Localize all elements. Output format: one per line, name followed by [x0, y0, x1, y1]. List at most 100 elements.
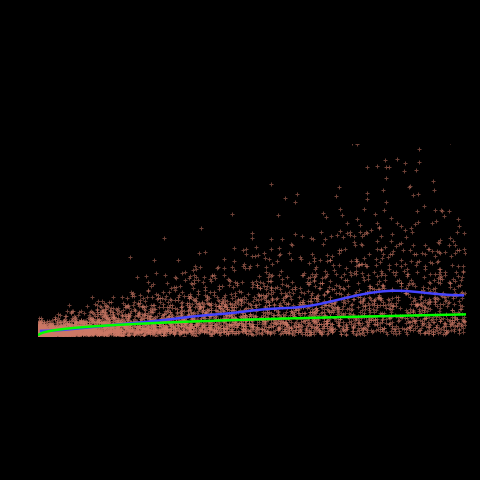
- Point: [150, 301, 158, 309]
- Point: [59, 330, 67, 338]
- Point: [271, 319, 278, 326]
- Point: [312, 294, 320, 302]
- Point: [241, 315, 249, 323]
- Point: [55, 325, 62, 333]
- Point: [40, 329, 48, 336]
- Point: [313, 292, 321, 300]
- Point: [152, 316, 160, 324]
- Point: [275, 271, 282, 278]
- Point: [282, 281, 289, 288]
- Point: [115, 323, 122, 330]
- Point: [235, 319, 242, 327]
- Point: [35, 329, 43, 337]
- Point: [57, 329, 65, 336]
- Point: [412, 317, 420, 324]
- Point: [95, 325, 102, 333]
- Point: [340, 293, 348, 301]
- Point: [431, 252, 439, 260]
- Point: [187, 308, 194, 316]
- Point: [181, 268, 189, 276]
- Point: [169, 314, 177, 322]
- Point: [102, 329, 109, 336]
- Point: [108, 322, 116, 329]
- Point: [225, 311, 233, 318]
- Point: [420, 274, 428, 281]
- Point: [36, 324, 43, 332]
- Point: [106, 328, 114, 336]
- Point: [284, 314, 291, 322]
- Point: [35, 331, 42, 338]
- Point: [157, 322, 165, 330]
- Point: [104, 317, 112, 325]
- Point: [73, 329, 81, 336]
- Point: [71, 329, 79, 336]
- Point: [229, 313, 237, 321]
- Point: [77, 323, 85, 330]
- Point: [129, 323, 136, 330]
- Point: [72, 319, 80, 326]
- Point: [90, 318, 98, 325]
- Point: [37, 328, 45, 336]
- Point: [36, 325, 44, 333]
- Point: [194, 324, 202, 331]
- Point: [35, 330, 43, 338]
- Point: [358, 269, 366, 277]
- Point: [380, 284, 388, 292]
- Point: [41, 327, 49, 335]
- Point: [42, 328, 50, 336]
- Point: [63, 326, 71, 334]
- Point: [408, 276, 415, 284]
- Point: [74, 321, 82, 328]
- Point: [117, 331, 124, 338]
- Point: [360, 276, 368, 284]
- Point: [114, 328, 121, 336]
- Point: [51, 324, 59, 332]
- Point: [45, 326, 52, 334]
- Point: [40, 321, 48, 328]
- Point: [395, 316, 402, 324]
- Point: [417, 292, 424, 300]
- Point: [312, 308, 319, 316]
- Point: [35, 324, 42, 331]
- Point: [182, 324, 190, 331]
- Point: [91, 318, 98, 325]
- Point: [314, 291, 322, 299]
- Point: [224, 315, 231, 323]
- Point: [136, 317, 144, 325]
- Point: [458, 302, 466, 310]
- Point: [409, 192, 417, 199]
- Point: [436, 317, 444, 324]
- Point: [305, 327, 312, 335]
- Point: [265, 301, 273, 309]
- Point: [108, 321, 116, 329]
- Point: [112, 326, 120, 334]
- Point: [159, 318, 167, 325]
- Point: [264, 282, 271, 290]
- Point: [95, 331, 102, 338]
- Point: [220, 294, 228, 301]
- Point: [37, 327, 45, 335]
- Point: [173, 309, 180, 317]
- Point: [57, 326, 64, 334]
- Point: [281, 289, 288, 297]
- Point: [35, 324, 42, 332]
- Point: [92, 324, 99, 332]
- Point: [91, 326, 98, 334]
- Point: [448, 261, 456, 268]
- Point: [313, 307, 321, 314]
- Point: [66, 326, 73, 334]
- Point: [232, 303, 240, 311]
- Point: [177, 319, 185, 327]
- Point: [303, 331, 311, 338]
- Point: [50, 328, 58, 336]
- Point: [160, 329, 168, 336]
- Point: [436, 300, 444, 308]
- Point: [153, 312, 161, 320]
- Point: [328, 329, 336, 336]
- Point: [51, 315, 59, 323]
- Point: [36, 331, 43, 339]
- Point: [61, 330, 69, 337]
- Point: [375, 293, 383, 301]
- Point: [44, 320, 51, 328]
- Point: [360, 312, 368, 320]
